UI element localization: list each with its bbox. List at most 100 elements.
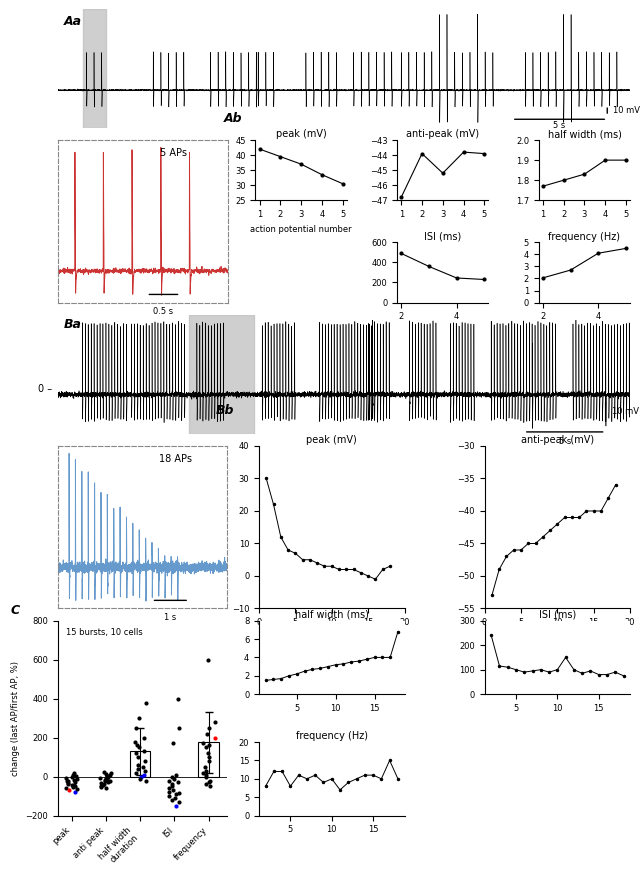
Point xyxy=(133,762,143,776)
Text: 5 APs: 5 APs xyxy=(160,148,187,159)
Point xyxy=(163,789,174,803)
Text: 5 s: 5 s xyxy=(554,121,566,131)
Point xyxy=(201,764,212,778)
Point xyxy=(210,731,220,745)
Point xyxy=(201,727,212,741)
Text: 0.5 s: 0.5 s xyxy=(154,308,174,317)
Point xyxy=(69,775,80,789)
Point xyxy=(204,774,215,788)
Point xyxy=(100,774,111,788)
Point xyxy=(201,740,212,754)
Point xyxy=(63,776,73,790)
Point xyxy=(167,770,177,784)
Title: anti-peak (mV): anti-peak (mV) xyxy=(521,435,594,446)
Point xyxy=(139,767,149,781)
Point xyxy=(70,768,80,782)
Point xyxy=(174,786,185,800)
Point xyxy=(170,799,181,813)
Point xyxy=(140,695,150,709)
Point xyxy=(130,735,140,749)
Point xyxy=(100,773,110,787)
Title: ISI (ms): ISI (ms) xyxy=(424,232,462,241)
Point xyxy=(102,781,112,795)
Title: peak (mV): peak (mV) xyxy=(276,129,327,139)
Point xyxy=(172,775,183,789)
Title: frequency (Hz): frequency (Hz) xyxy=(296,731,368,741)
Point xyxy=(105,767,115,781)
Text: 18 APs: 18 APs xyxy=(159,454,192,464)
Point xyxy=(67,770,77,784)
Point xyxy=(134,711,144,725)
Point xyxy=(131,721,141,735)
Point xyxy=(174,721,184,735)
Point xyxy=(138,759,149,774)
Text: Bb: Bb xyxy=(215,403,234,417)
Point xyxy=(167,793,177,807)
Point xyxy=(64,783,74,797)
Point xyxy=(164,781,174,795)
Point xyxy=(103,775,113,789)
Text: 1 s: 1 s xyxy=(164,613,176,623)
Point xyxy=(131,746,141,760)
Point xyxy=(201,759,211,774)
Point xyxy=(204,775,214,789)
Point xyxy=(170,788,181,802)
Point xyxy=(60,771,71,785)
Point xyxy=(134,740,144,754)
Point xyxy=(174,795,185,809)
Point xyxy=(131,766,141,780)
Point xyxy=(69,780,80,794)
Point xyxy=(95,771,105,785)
Point xyxy=(66,779,77,793)
Point xyxy=(204,754,215,768)
Bar xyxy=(188,315,254,434)
Point xyxy=(70,785,80,799)
Point xyxy=(163,785,174,799)
Point xyxy=(203,721,213,735)
Point xyxy=(63,777,73,791)
Point xyxy=(198,737,208,751)
Text: C: C xyxy=(11,603,20,617)
Point xyxy=(98,765,109,779)
Point xyxy=(139,745,149,759)
Text: 10 mV: 10 mV xyxy=(612,407,639,417)
Title: peak (mV): peak (mV) xyxy=(306,435,357,446)
Point xyxy=(170,791,180,805)
Point xyxy=(105,774,115,788)
Point xyxy=(133,750,143,764)
Point xyxy=(102,772,113,786)
Point xyxy=(201,767,212,781)
Point xyxy=(69,766,80,780)
Point xyxy=(201,770,211,784)
X-axis label: action potential number: action potential number xyxy=(250,225,352,233)
Point xyxy=(62,774,73,788)
Point xyxy=(204,750,215,764)
Point xyxy=(204,738,214,752)
Text: Aa: Aa xyxy=(64,15,82,28)
Bar xyxy=(198,743,219,777)
Point xyxy=(140,754,150,768)
Point xyxy=(69,773,79,787)
Point xyxy=(96,780,107,794)
Text: 0 –: 0 – xyxy=(38,383,52,394)
Point xyxy=(132,758,143,772)
Point xyxy=(60,781,71,795)
Point xyxy=(102,770,113,784)
Point xyxy=(167,783,177,797)
Y-axis label: change (last AP/first AP, %): change (last AP/first AP, %) xyxy=(11,660,20,775)
Point xyxy=(141,774,151,788)
Point xyxy=(134,772,145,786)
Point xyxy=(96,781,106,795)
Text: 5 s: 5 s xyxy=(559,437,571,446)
Point xyxy=(68,781,78,795)
Point xyxy=(210,715,220,729)
Point xyxy=(203,652,213,667)
X-axis label: action potential number: action potential number xyxy=(281,633,383,642)
Point xyxy=(102,768,113,782)
Point xyxy=(101,771,111,785)
Point xyxy=(103,770,113,784)
Point xyxy=(140,764,150,778)
Point xyxy=(99,777,109,791)
Point xyxy=(197,766,208,780)
Point xyxy=(203,746,213,760)
